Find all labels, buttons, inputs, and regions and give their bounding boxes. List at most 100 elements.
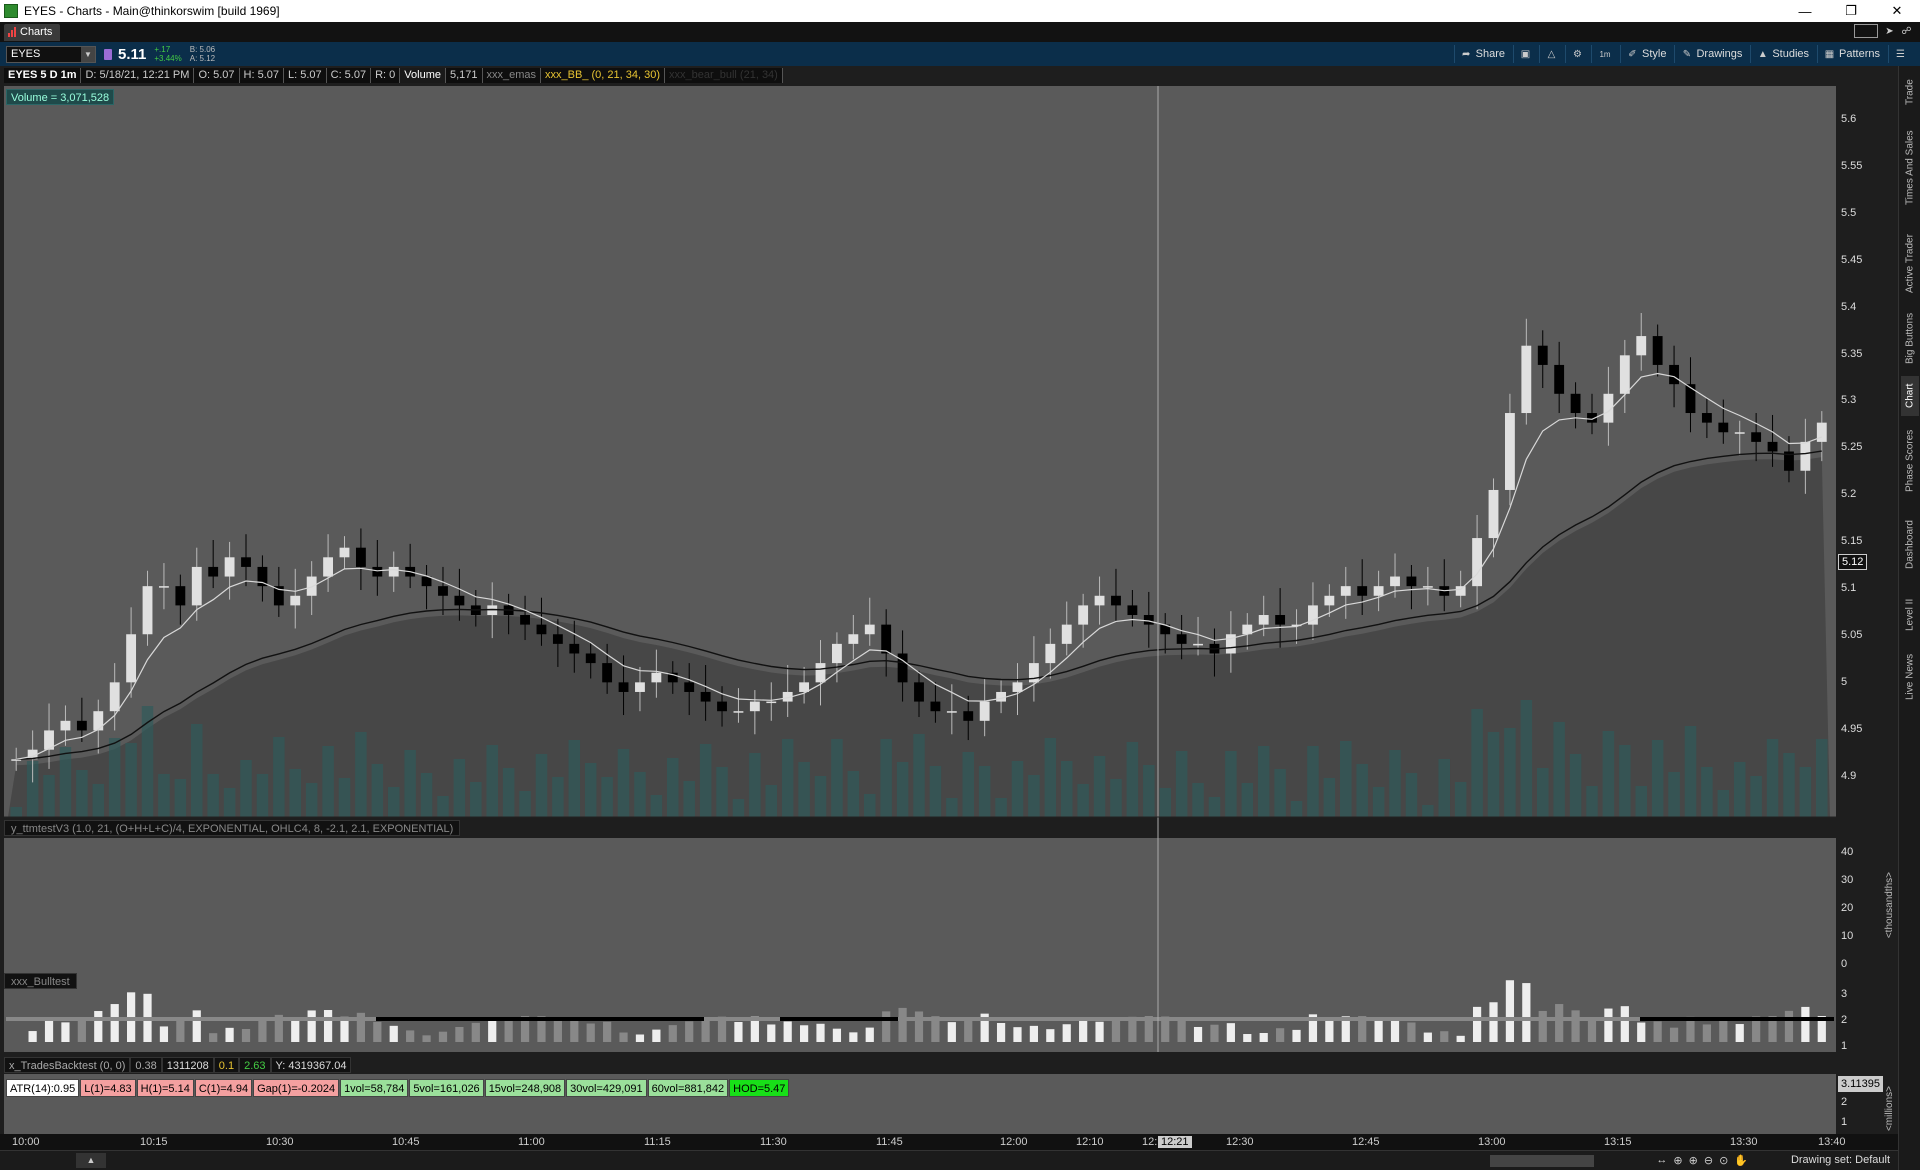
volume-tick-label: 1 [1841, 1116, 1848, 1128]
histogram-bar [1292, 1029, 1301, 1042]
histogram-bar [1440, 1031, 1449, 1042]
volume-bar [1684, 726, 1697, 817]
backtest-v2: 1311208 [161, 1057, 214, 1073]
histogram-bar [1325, 1017, 1334, 1042]
screenshot-button[interactable]: ▣ [1513, 45, 1537, 63]
restore-icon[interactable]: ❐ [1845, 3, 1857, 18]
candle [766, 701, 777, 704]
volume-bar [1668, 772, 1680, 817]
layout-icon[interactable] [1854, 24, 1878, 38]
right-tab-active-trader[interactable]: Active Trader [1904, 234, 1916, 294]
drawings-button[interactable]: ✎ Drawings [1674, 45, 1748, 63]
histogram-bar [947, 1022, 956, 1042]
pan-icon[interactable]: ↔ [1656, 1154, 1668, 1166]
histogram-bar [1686, 1016, 1695, 1042]
histogram-bar [931, 1016, 940, 1042]
volume-bar [847, 771, 860, 817]
drawing-set[interactable]: Drawing set: Default [1790, 1154, 1890, 1166]
candle [1718, 422, 1729, 433]
volume-bar [1044, 738, 1057, 817]
volume-bar [1405, 773, 1418, 817]
histogram-bar [1226, 1023, 1235, 1042]
candle [1340, 586, 1351, 596]
histogram-bar [1407, 1022, 1416, 1042]
study-bb[interactable]: xxx_BB_ (0, 21, 34, 30) [541, 68, 665, 83]
crosshair-icon[interactable]: ⊕ [1673, 1155, 1683, 1167]
candle [684, 682, 695, 692]
close-icon[interactable]: ✕ [1891, 3, 1903, 18]
price-tick-label: 4.95 [1841, 722, 1863, 735]
study1-tick-label: 40 [1841, 846, 1854, 858]
right-tab-level-ii[interactable]: Level II [1904, 598, 1916, 632]
zoom-in-icon[interactable]: ⊕ [1688, 1155, 1698, 1167]
volume-bar [141, 706, 154, 817]
right-tab-live-news[interactable]: Live News [1904, 653, 1916, 701]
candle [126, 634, 137, 683]
candle [1669, 364, 1679, 385]
price-tick-label: 5.6 [1841, 113, 1857, 125]
study-header-bulltest[interactable]: xxx_Bulltest [4, 973, 77, 989]
link-icon[interactable]: ☍ [1901, 25, 1912, 37]
time-axis: 10:00 10:15 10:30 10:45 11:00 11:15 11:30 11:45… [0, 1134, 1898, 1150]
right-tab-chart[interactable]: Chart [1901, 376, 1919, 416]
patterns-button[interactable]: ▦ Patterns [1817, 45, 1886, 63]
study-emas[interactable]: xxx_emas [482, 68, 542, 83]
zoom-fit-icon[interactable]: ⊙ [1719, 1155, 1729, 1167]
histogram-bar [225, 1027, 234, 1042]
menu-button[interactable]: ☰ [1888, 45, 1912, 63]
time-tick-label: 10:00 [12, 1136, 40, 1148]
study-bear-bull[interactable]: xxx_bear_bull (21, 34) [665, 68, 783, 83]
lock-icon[interactable] [104, 48, 112, 60]
share-button[interactable]: ➦ Share [1453, 45, 1511, 63]
histogram-bar [1801, 1006, 1810, 1042]
candle [27, 749, 38, 760]
chart-symbol[interactable]: EYES 5 D 1m [4, 68, 82, 83]
studies-icon: ▲ [1757, 48, 1768, 60]
studies-button[interactable]: ▲ Studies [1750, 45, 1815, 63]
candle [1111, 595, 1121, 606]
flask-button[interactable]: △ [1539, 45, 1563, 63]
candle [979, 701, 990, 721]
histogram-bar [635, 1034, 645, 1042]
zoom-out-icon[interactable]: ⊖ [1703, 1155, 1714, 1167]
price-tick-label: 4.9 [1841, 769, 1857, 782]
chevron-down-icon[interactable]: ▼ [81, 46, 95, 62]
candle [1587, 413, 1597, 423]
style-button[interactable]: ✐ Style [1620, 45, 1672, 63]
tab-charts[interactable]: Charts [4, 23, 61, 41]
timeframe-button[interactable]: 1m [1591, 45, 1618, 63]
right-tab-trade[interactable]: Trade [1904, 79, 1916, 105]
candle [1504, 413, 1515, 490]
study-header-ttm[interactable]: y_ttmtestV3 (1.0, 21, (O+H+L+C)/4, EXPON… [4, 820, 461, 836]
backtest-label[interactable]: x_TradesBacktest (0, 0) [4, 1057, 131, 1073]
candle [1636, 336, 1647, 356]
settings-button[interactable]: ⚙ [1565, 45, 1589, 63]
candle [1619, 355, 1630, 394]
histogram-bar [570, 1020, 579, 1042]
volume-label[interactable]: Volume [400, 68, 446, 83]
minimize-icon[interactable]: — [1798, 3, 1812, 19]
candle [618, 682, 629, 692]
histogram-bar [750, 1016, 759, 1042]
pin-icon[interactable]: ➤ [1885, 25, 1894, 37]
volume-value-badge: 3.11395 [1838, 1076, 1883, 1092]
horizontal-scrollbar[interactable] [1490, 1155, 1594, 1167]
histogram-bar [652, 1029, 661, 1042]
candle [1701, 413, 1712, 423]
studies-label: Studies [1772, 48, 1810, 60]
right-tab-dashboard[interactable]: Dashboard [1904, 520, 1916, 570]
histogram-bar [1522, 983, 1531, 1042]
right-tab-big-buttons[interactable]: Big Buttons [1904, 312, 1916, 364]
volume-bar [273, 737, 285, 817]
histogram-bar [1390, 1019, 1400, 1042]
volume-bar [1257, 746, 1270, 817]
expand-icon[interactable]: ▲ [76, 1153, 106, 1168]
chart-canvas[interactable] [0, 84, 1898, 1134]
hand-icon[interactable]: ✋ [1734, 1155, 1748, 1167]
right-tab-times-and-sales[interactable]: Times And Sales [1904, 130, 1916, 206]
symbol-input[interactable]: EYES ▼ [6, 45, 96, 63]
histogram-bar [241, 1028, 251, 1042]
histogram-bar [603, 1021, 612, 1042]
candle [11, 759, 22, 761]
right-tab-phase-scores[interactable]: Phase Scores [1904, 429, 1916, 493]
